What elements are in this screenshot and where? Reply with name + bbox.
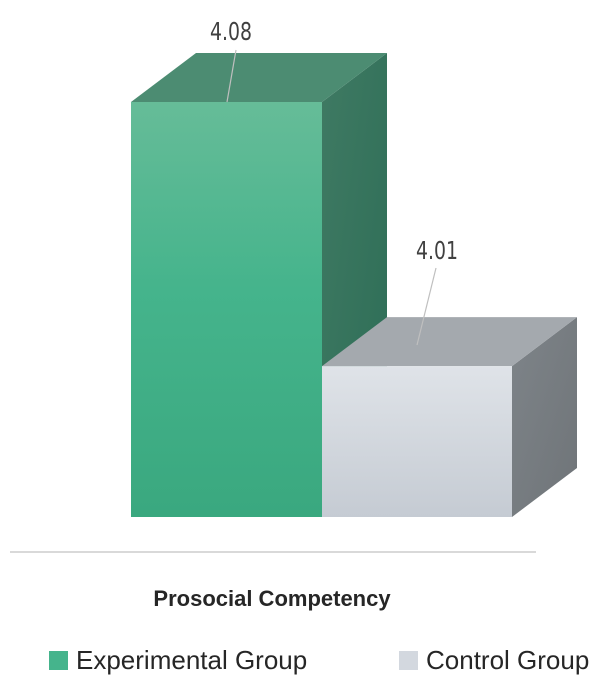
legend-label: Control Group [426,645,589,675]
legend-item-experimental: Experimental Group [49,645,307,675]
legend-label: Experimental Group [76,645,307,675]
x-axis-category-label: Prosocial Competency [153,586,391,611]
bar-experimental-top [131,53,387,102]
bar-control-side [512,317,577,517]
legend-item-control: Control Group [399,645,589,675]
legend-swatch [49,651,68,670]
data-label-leader-line [226,49,237,103]
data-label: 4.08 [210,17,252,46]
data-label-leader-line [416,267,437,346]
legend: Experimental Group Control Group [49,645,589,675]
bar-experimental-front [131,102,322,517]
legend-swatch [399,651,418,670]
data-label: 4.01 [416,236,458,265]
bar-control-front [322,366,512,517]
bar-control-top [322,317,577,367]
bar-control [322,317,577,517]
